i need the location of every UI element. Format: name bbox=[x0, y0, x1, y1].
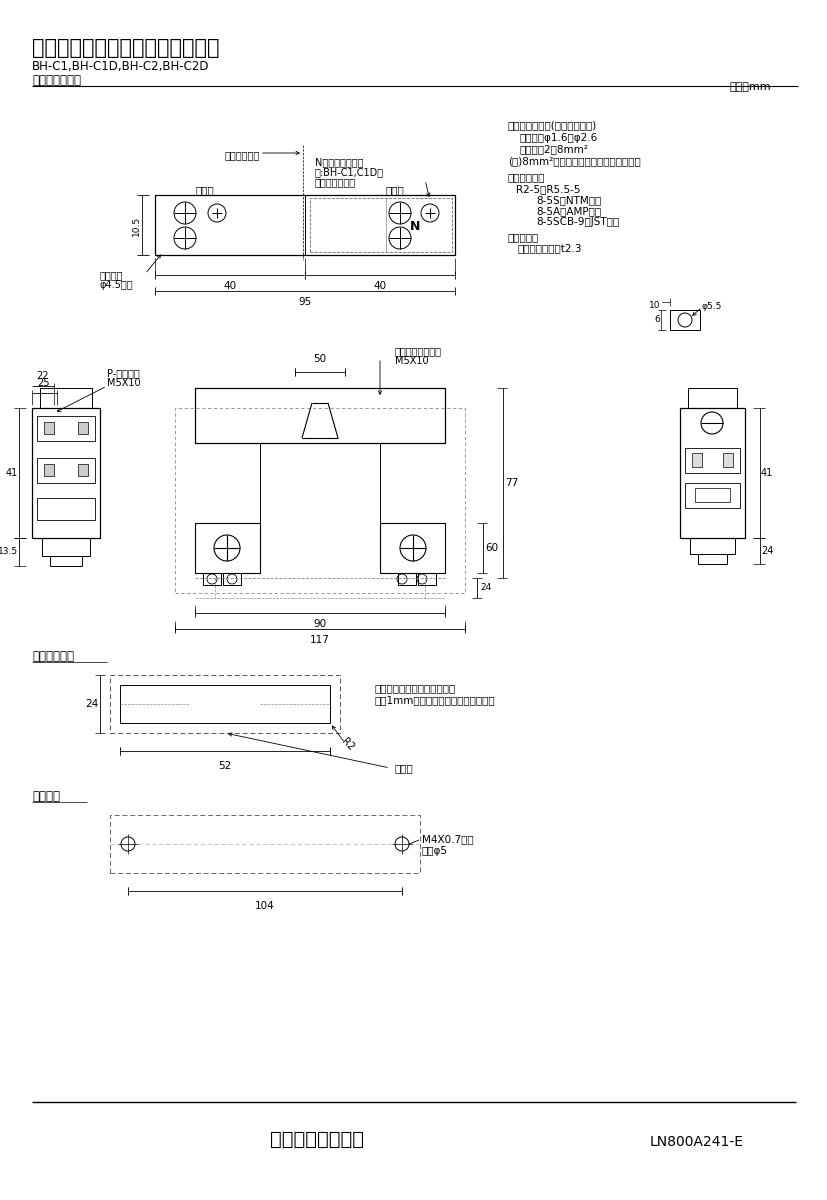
Text: 24: 24 bbox=[480, 583, 490, 593]
Text: セルフアップねじ: セルフアップねじ bbox=[394, 346, 442, 356]
Text: 8-5SCB-9（JST社）: 8-5SCB-9（JST社） bbox=[535, 217, 619, 227]
Text: 遮断器: 遮断器 bbox=[394, 763, 414, 773]
Text: 単位：mm: 単位：mm bbox=[729, 82, 771, 92]
Bar bbox=[222, 572, 241, 584]
Text: M5X10: M5X10 bbox=[107, 378, 141, 388]
Text: 50: 50 bbox=[313, 354, 326, 364]
Text: 60: 60 bbox=[485, 542, 498, 553]
Text: 6: 6 bbox=[653, 316, 659, 324]
Bar bbox=[684, 448, 739, 473]
Text: にのみ付きます: にのみ付きます bbox=[314, 176, 356, 187]
Text: 52: 52 bbox=[218, 761, 232, 770]
Text: 注:BH-C1,C1D形: 注:BH-C1,C1D形 bbox=[314, 167, 384, 176]
Text: 遮断器の中心: 遮断器の中心 bbox=[225, 150, 260, 160]
Text: 117: 117 bbox=[309, 635, 329, 646]
Text: 8-5S（NTM社）: 8-5S（NTM社） bbox=[535, 194, 600, 205]
Text: P-なべねじ: P-なべねじ bbox=[107, 368, 140, 378]
Text: より線：2～8mm²: より線：2～8mm² bbox=[519, 144, 588, 154]
Bar bbox=[203, 572, 221, 584]
Bar bbox=[32, 408, 100, 538]
Text: N（中性線記号）: N（中性線記号） bbox=[314, 157, 363, 167]
Text: 95: 95 bbox=[298, 296, 311, 307]
Text: 40: 40 bbox=[223, 281, 237, 290]
Text: 単線　：φ1.6～φ2.6: 単線 ：φ1.6～φ2.6 bbox=[519, 133, 598, 143]
Bar bbox=[679, 408, 744, 538]
Bar bbox=[309, 198, 452, 252]
Text: 25: 25 bbox=[38, 378, 50, 388]
Text: 表板穴明寸法: 表板穴明寸法 bbox=[32, 650, 74, 662]
Text: 10: 10 bbox=[648, 300, 659, 310]
Bar bbox=[691, 452, 701, 467]
Bar bbox=[684, 482, 739, 508]
Bar bbox=[110, 674, 340, 733]
Text: (注)8mm²電線は圧着端子をご使用下さい: (注)8mm²電線は圧着端子をご使用下さい bbox=[508, 156, 640, 166]
Bar bbox=[42, 538, 90, 556]
Bar bbox=[37, 416, 95, 440]
Text: M5X10: M5X10 bbox=[394, 356, 428, 366]
Text: 22: 22 bbox=[36, 371, 49, 382]
Text: 負荷側: 負荷側 bbox=[385, 185, 404, 194]
Text: BH-C1,BH-C1D,BH-C2,BH-C2D: BH-C1,BH-C1D,BH-C2,BH-C2D bbox=[32, 60, 209, 73]
Text: 適合圧着端子: 適合圧着端子 bbox=[508, 172, 545, 182]
Bar bbox=[44, 464, 54, 476]
Text: 24: 24 bbox=[86, 698, 99, 709]
Bar bbox=[120, 685, 330, 722]
Bar bbox=[418, 572, 436, 584]
Text: 24: 24 bbox=[760, 546, 772, 556]
Text: 41: 41 bbox=[760, 468, 772, 478]
Text: N: N bbox=[409, 220, 419, 233]
Bar bbox=[44, 422, 54, 434]
Bar bbox=[398, 572, 415, 584]
Bar bbox=[687, 388, 736, 408]
Text: 8-5A（AMP社）: 8-5A（AMP社） bbox=[535, 206, 600, 216]
Text: 又はφ5: 又はφ5 bbox=[422, 846, 447, 856]
Text: 穴明寸法は遮断器窓枠に対し: 穴明寸法は遮断器窓枠に対し bbox=[375, 683, 456, 692]
Text: R2: R2 bbox=[340, 736, 356, 752]
Text: 適合電線サイズ(負荷端子のみ): 適合電線サイズ(負荷端子のみ) bbox=[508, 120, 596, 130]
Text: 片側1mmの隙間をもたせた寸法です。: 片側1mmの隙間をもたせた寸法です。 bbox=[375, 695, 495, 704]
Bar bbox=[110, 815, 419, 874]
Bar bbox=[78, 464, 88, 476]
Text: LN800A241-E: LN800A241-E bbox=[649, 1135, 743, 1150]
Text: 三菱電機株式会社: 三菱電機株式会社 bbox=[270, 1130, 364, 1150]
Bar bbox=[155, 194, 455, 254]
Text: 40: 40 bbox=[373, 281, 386, 290]
Bar bbox=[37, 498, 95, 520]
Text: 13.5: 13.5 bbox=[0, 547, 18, 557]
Text: 104: 104 bbox=[255, 901, 275, 911]
Bar bbox=[40, 388, 92, 408]
Bar bbox=[694, 488, 729, 502]
Text: φ4.5長穴: φ4.5長穴 bbox=[100, 280, 133, 290]
Text: 三菱分電盤用ノーヒューズ遮断器: 三菱分電盤用ノーヒューズ遮断器 bbox=[32, 38, 219, 58]
Bar bbox=[689, 538, 734, 554]
Text: M4X0.7ねじ: M4X0.7ねじ bbox=[422, 834, 473, 844]
Text: 標準外形寸法図: 標準外形寸法図 bbox=[32, 74, 81, 86]
Text: 41: 41 bbox=[6, 468, 18, 478]
Bar bbox=[380, 523, 444, 572]
Text: 取付つめ: 取付つめ bbox=[100, 270, 123, 280]
Bar bbox=[722, 452, 732, 467]
Bar bbox=[174, 408, 465, 593]
Text: 導帯加工図: 導帯加工図 bbox=[508, 232, 538, 242]
Bar bbox=[37, 458, 95, 482]
Bar bbox=[195, 388, 444, 443]
Text: 電源側: 電源側 bbox=[195, 185, 214, 194]
Bar bbox=[669, 310, 699, 330]
Text: 最大導帯板厚　t2.3: 最大導帯板厚 t2.3 bbox=[518, 242, 582, 253]
Text: R2-5～R5.5-5: R2-5～R5.5-5 bbox=[515, 184, 580, 194]
Text: 10.5: 10.5 bbox=[131, 216, 141, 236]
Bar bbox=[195, 523, 260, 572]
Text: 穴明寸法: 穴明寸法 bbox=[32, 790, 60, 803]
Text: 77: 77 bbox=[504, 478, 518, 488]
Bar bbox=[78, 422, 88, 434]
Text: 90: 90 bbox=[313, 619, 326, 629]
Text: φ5.5: φ5.5 bbox=[701, 302, 721, 311]
